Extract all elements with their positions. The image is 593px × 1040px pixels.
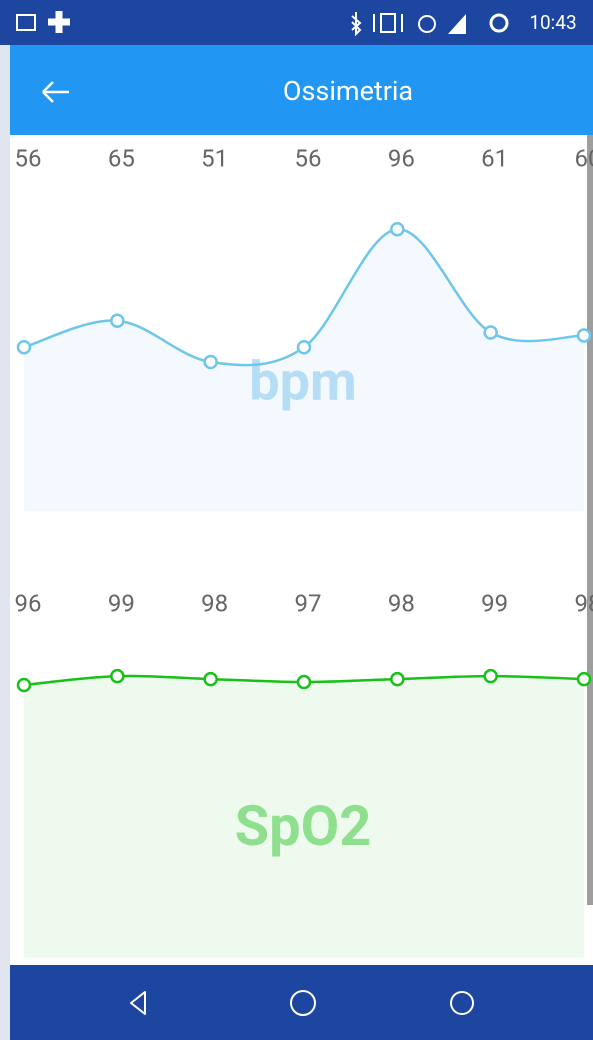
value-label: 96 — [388, 144, 415, 172]
battery-icon — [489, 13, 509, 33]
nav-recents[interactable] — [450, 991, 474, 1015]
app-bar — [10, 45, 593, 135]
app-title: Ossimetria — [283, 75, 413, 107]
value-label: 97 — [295, 589, 322, 617]
nav-bar — [10, 965, 593, 1040]
scrollbar — [587, 135, 593, 905]
point — [296, 340, 312, 355]
value-label: 99 — [108, 589, 135, 617]
point — [110, 313, 125, 328]
alarm-icon — [418, 15, 436, 33]
gallery-icon — [16, 14, 36, 31]
point — [203, 671, 218, 687]
point — [110, 668, 125, 684]
signal-icon — [448, 14, 466, 34]
status-time: 10:43 — [529, 11, 576, 34]
status-bar — [0, 0, 593, 45]
value-label: 56 — [295, 144, 322, 172]
unit-watermark: bpm — [249, 350, 357, 413]
value-label: 98 — [575, 589, 593, 617]
plus-icon — [48, 11, 70, 33]
point — [576, 328, 592, 343]
area — [24, 675, 584, 958]
value-label: 56 — [15, 144, 42, 172]
left-edge — [0, 135, 10, 965]
point — [576, 671, 592, 687]
value-label: 60 — [575, 144, 593, 172]
nav-back[interactable] — [130, 991, 146, 1015]
point — [16, 677, 32, 693]
point — [203, 354, 218, 370]
unit-watermark: SpO2 — [235, 793, 372, 859]
value-label: 99 — [481, 589, 508, 617]
value-label: 96 — [15, 589, 42, 617]
area — [24, 229, 584, 511]
point — [390, 222, 405, 237]
point — [296, 674, 312, 690]
value-label: 51 — [201, 144, 228, 172]
back-button[interactable] — [42, 81, 69, 103]
point — [16, 340, 32, 355]
charts: bpm 56 65 51 56 96 61 60 SpO2 96 99 98 97 98 99 98 — [0, 135, 593, 965]
value-label: 98 — [201, 589, 228, 617]
value-label: 98 — [388, 589, 415, 617]
point — [483, 668, 498, 684]
point — [483, 325, 498, 340]
nav-home[interactable] — [290, 990, 316, 1016]
point — [390, 671, 405, 687]
vibrate-icon — [380, 13, 396, 33]
value-label: 65 — [108, 144, 135, 172]
value-label: 61 — [481, 144, 508, 172]
status-icons — [351, 12, 403, 37]
